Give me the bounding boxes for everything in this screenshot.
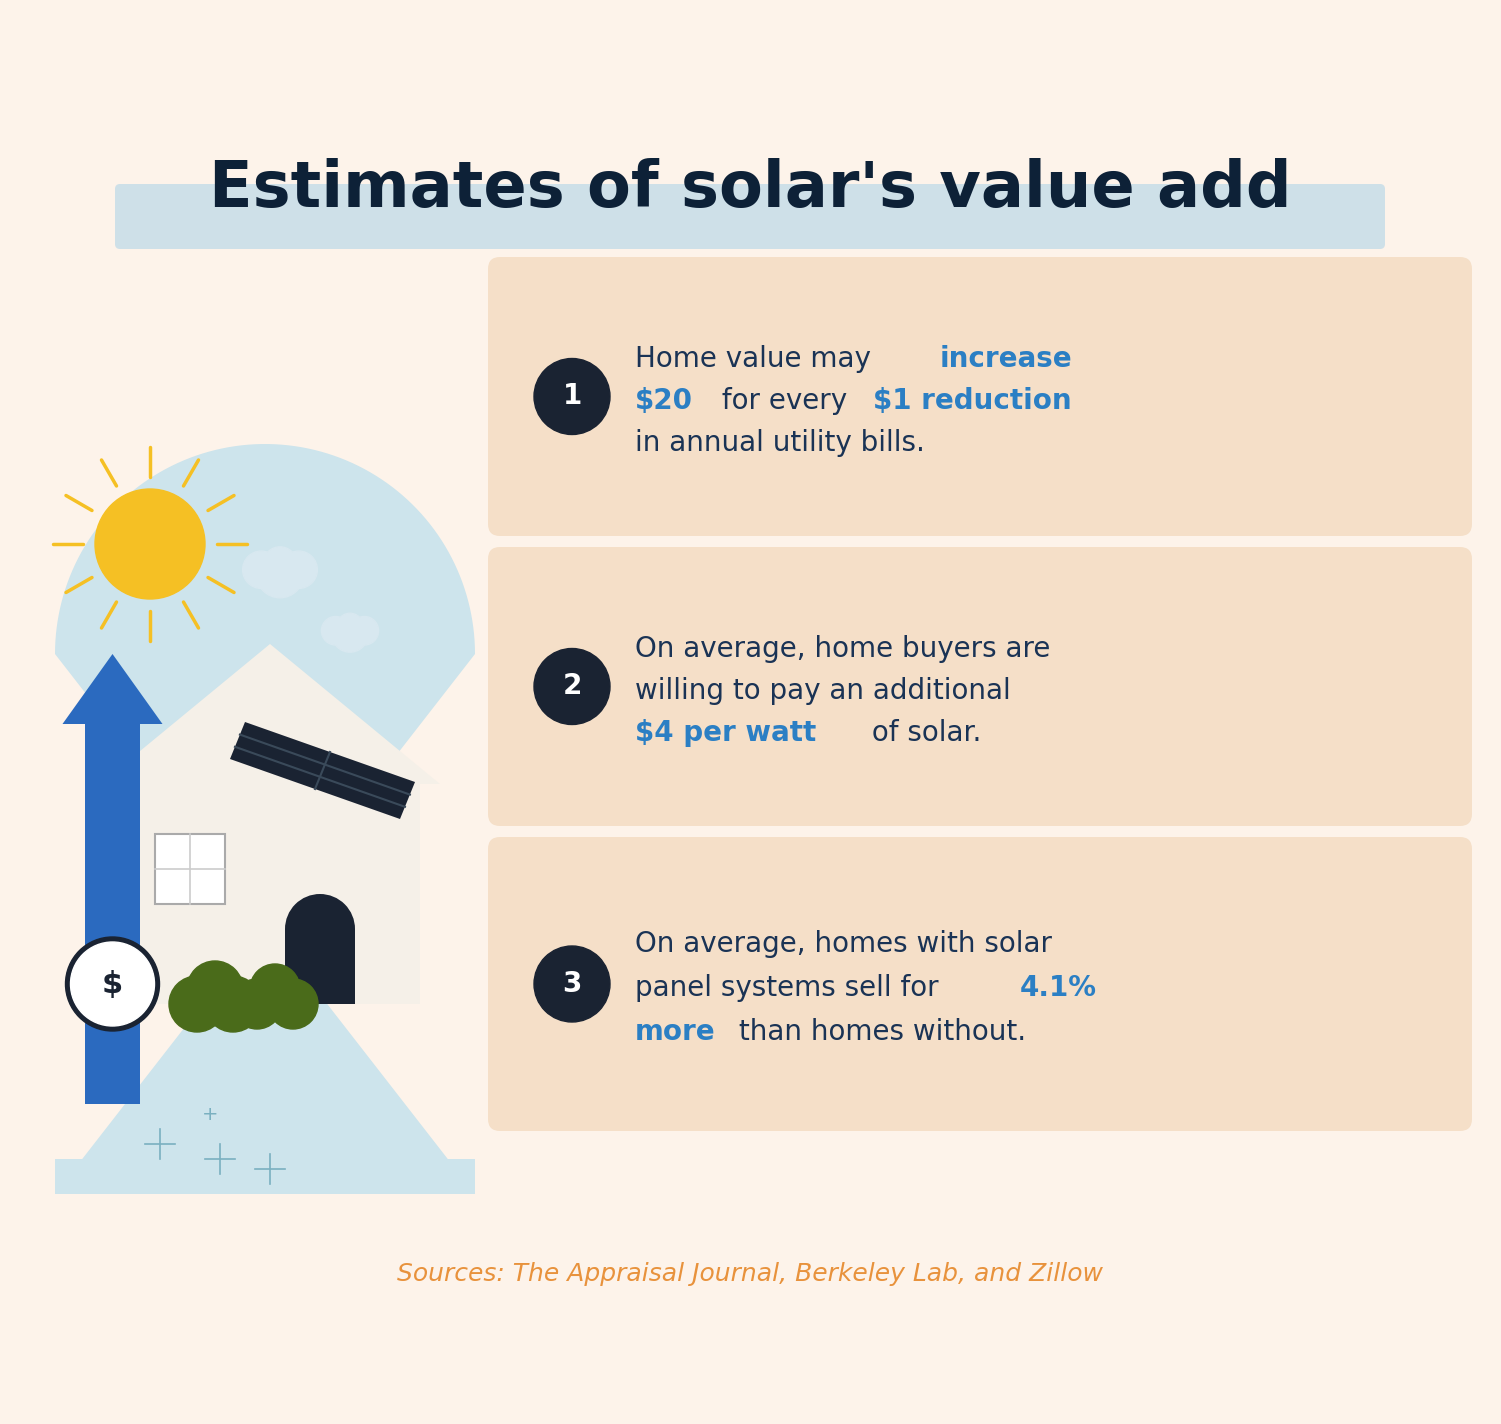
Text: On average, home buyers are: On average, home buyers are — [635, 635, 1051, 662]
Circle shape — [71, 943, 155, 1027]
Text: 4.1%: 4.1% — [1021, 974, 1097, 1002]
Circle shape — [263, 547, 297, 581]
Circle shape — [243, 551, 281, 588]
Text: Estimates of solar's value add: Estimates of solar's value add — [209, 158, 1291, 219]
Text: +: + — [201, 1105, 218, 1124]
FancyBboxPatch shape — [488, 547, 1472, 826]
Circle shape — [251, 964, 300, 1014]
Text: willing to pay an additional: willing to pay an additional — [635, 676, 1010, 705]
FancyBboxPatch shape — [116, 184, 1385, 249]
Circle shape — [534, 359, 609, 434]
Text: increase: increase — [940, 345, 1073, 373]
Circle shape — [257, 550, 303, 598]
Text: On average, homes with solar: On average, homes with solar — [635, 930, 1052, 958]
Text: than homes without.: than homes without. — [729, 1018, 1027, 1047]
FancyBboxPatch shape — [155, 834, 225, 904]
Text: 2: 2 — [563, 672, 582, 701]
Text: $1 reduction: $1 reduction — [874, 387, 1072, 414]
Circle shape — [233, 980, 282, 1030]
Circle shape — [534, 648, 609, 725]
Circle shape — [534, 946, 609, 1022]
FancyBboxPatch shape — [488, 256, 1472, 535]
Text: Sources: The Appraisal Journal, Berkeley Lab, and Zillow: Sources: The Appraisal Journal, Berkeley… — [396, 1262, 1103, 1286]
Circle shape — [338, 614, 363, 639]
Text: 1: 1 — [563, 383, 581, 410]
Text: more: more — [635, 1018, 716, 1047]
FancyBboxPatch shape — [285, 928, 356, 1004]
Text: in annual utility bills.: in annual utility bills. — [635, 429, 925, 457]
Circle shape — [281, 551, 317, 588]
Circle shape — [95, 488, 206, 600]
Text: of solar.: of solar. — [863, 719, 982, 746]
Circle shape — [269, 980, 318, 1030]
Polygon shape — [101, 644, 440, 785]
FancyBboxPatch shape — [56, 1159, 474, 1193]
Polygon shape — [63, 654, 162, 1104]
Circle shape — [332, 615, 368, 652]
Text: $20: $20 — [635, 387, 693, 414]
Text: $4 per watt: $4 per watt — [635, 719, 817, 746]
Text: Home value may: Home value may — [635, 345, 880, 373]
PathPatch shape — [56, 444, 474, 1193]
Text: for every: for every — [713, 387, 856, 414]
Polygon shape — [230, 722, 414, 819]
Text: $: $ — [102, 970, 123, 998]
FancyBboxPatch shape — [120, 785, 420, 1004]
Circle shape — [350, 617, 378, 645]
Text: 3: 3 — [563, 970, 582, 998]
Text: panel systems sell for: panel systems sell for — [635, 974, 947, 1002]
Circle shape — [188, 961, 243, 1017]
FancyBboxPatch shape — [488, 837, 1472, 1131]
Circle shape — [66, 937, 159, 1031]
Circle shape — [206, 975, 261, 1032]
Wedge shape — [285, 894, 356, 928]
Circle shape — [170, 975, 225, 1032]
Circle shape — [321, 617, 350, 645]
